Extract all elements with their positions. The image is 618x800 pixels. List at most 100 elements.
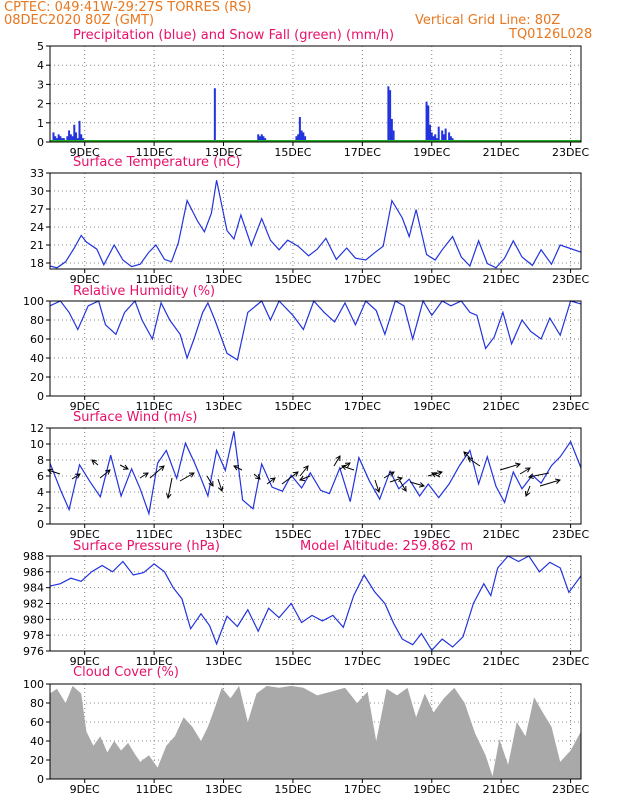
panel-6-ytick-label: 60 bbox=[30, 716, 44, 729]
panel-4-ytick-label: 8 bbox=[37, 454, 44, 467]
panel-4-xtick-label: 15DEC bbox=[274, 528, 311, 541]
wind-arrow-head bbox=[166, 493, 172, 500]
panel-5-xtick-label: 9DEC bbox=[70, 655, 100, 668]
wind-arrow-head bbox=[74, 473, 81, 479]
panel-5-xtick-label: 17DEC bbox=[344, 655, 381, 668]
panel-3-xtick-label: 9DEC bbox=[70, 400, 100, 413]
precip-bar bbox=[52, 132, 55, 142]
wind-arrow bbox=[47, 469, 61, 475]
panel-2-title: Surface Temperature (nC) bbox=[73, 155, 241, 170]
precip-bar bbox=[441, 130, 444, 142]
panel-1-xtick-label: 17DEC bbox=[344, 146, 381, 159]
precip-bar bbox=[425, 101, 428, 142]
panel-2-xtick-label: 15DEC bbox=[274, 273, 311, 286]
wind-arrow bbox=[91, 459, 99, 466]
panel-3-xtick-label: 19DEC bbox=[413, 400, 450, 413]
precip-bar bbox=[262, 136, 265, 142]
precip-bar bbox=[54, 136, 57, 142]
precip-bar bbox=[66, 136, 69, 142]
panel-6-xtick-label: 17DEC bbox=[344, 783, 381, 796]
panel-4-xtick-label: 13DEC bbox=[205, 528, 242, 541]
panel-1-xtick-label: 21DEC bbox=[483, 146, 520, 159]
wind-arrow bbox=[253, 473, 261, 480]
panel-3-xtick-label: 21DEC bbox=[483, 400, 520, 413]
panel-5-xtick-label: 13DEC bbox=[205, 655, 242, 668]
precip-bar bbox=[442, 134, 445, 142]
panel-4-series-line bbox=[49, 431, 582, 516]
panel-4-ytick-label: 10 bbox=[30, 438, 44, 451]
panel-2-xtick-label: 9DEC bbox=[70, 273, 100, 286]
precip-bar bbox=[432, 136, 435, 142]
panel-6-title: Cloud Cover (%) bbox=[73, 665, 179, 680]
wind-arrow-head bbox=[344, 462, 351, 468]
panel-5-annotation: Model Altitude: 259.862 m bbox=[300, 539, 474, 554]
precip-bar bbox=[78, 120, 81, 142]
wind-arrow-head bbox=[255, 474, 261, 480]
wind-arrow bbox=[389, 477, 403, 483]
wind-arrow bbox=[299, 475, 311, 481]
panel-5-ytick-label: 988 bbox=[23, 550, 44, 563]
wind-arrow-head bbox=[374, 487, 381, 493]
panel-4-ytick-label: 6 bbox=[37, 470, 44, 483]
precip-bar bbox=[260, 134, 263, 142]
panel-3-ytick-label: 100 bbox=[23, 295, 44, 308]
wind-arrow-head bbox=[188, 472, 195, 478]
precip-bar bbox=[69, 134, 72, 142]
panel-5-ytick-label: 976 bbox=[23, 645, 44, 658]
panel-3-ytick-label: 60 bbox=[30, 333, 44, 346]
wind-arrow bbox=[467, 457, 481, 467]
wind-arrow-head bbox=[270, 477, 276, 483]
panel-6-xtick-label: 15DEC bbox=[274, 783, 311, 796]
panel-5-xtick-label: 15DEC bbox=[274, 655, 311, 668]
precip-bar bbox=[448, 132, 451, 142]
panel-2-series-line bbox=[49, 180, 582, 269]
wind-arrow bbox=[525, 485, 531, 497]
panel-4-title: Surface Wind (m/s) bbox=[73, 410, 198, 425]
wind-arrow bbox=[519, 467, 531, 475]
header-grid-line: Vertical Grid Line: 80Z bbox=[415, 13, 561, 28]
wind-arrow-head bbox=[515, 462, 521, 468]
panel-4-ytick-label: 12 bbox=[30, 422, 44, 435]
panel-1-xtick-label: 13DEC bbox=[205, 146, 242, 159]
precip-bar bbox=[73, 124, 76, 142]
wind-arrow-head bbox=[524, 490, 531, 497]
panel-6-xtick-label: 9DEC bbox=[70, 783, 100, 796]
panel-2-ytick-label: 21 bbox=[30, 239, 44, 252]
panel-6-ytick-label: 0 bbox=[37, 773, 44, 786]
wind-arrow-head bbox=[401, 485, 407, 492]
wind-arrow-head bbox=[303, 465, 309, 471]
precip-bar bbox=[302, 132, 305, 142]
panel-4-xtick-label: 17DEC bbox=[344, 528, 381, 541]
panel-6-xtick-label: 23DEC bbox=[552, 783, 589, 796]
precip-bar bbox=[444, 128, 447, 142]
panel-3-frame bbox=[49, 300, 582, 397]
panel-1-ytick-label: 1 bbox=[37, 117, 44, 130]
panel-2-ytick-label: 18 bbox=[30, 257, 44, 270]
precip-bar bbox=[390, 118, 393, 142]
wind-arrow-head bbox=[335, 455, 341, 462]
precip-bar bbox=[57, 134, 60, 142]
panel-3-ytick-label: 40 bbox=[30, 352, 44, 365]
header-station: CPTEC: 049:41W-29:27S TORRES (RS) bbox=[4, 0, 252, 15]
panel-1-xtick-label: 11DEC bbox=[136, 146, 173, 159]
panel-6-frame bbox=[49, 683, 582, 780]
wind-arrow-head bbox=[105, 469, 111, 475]
panel-4-xtick-label: 23DEC bbox=[552, 528, 589, 541]
panel-3-ytick-label: 0 bbox=[37, 390, 44, 403]
precip-bar bbox=[449, 136, 452, 142]
wind-arrow bbox=[139, 472, 149, 479]
panel-1-xtick-label: 23DEC bbox=[552, 146, 589, 159]
wind-arrow bbox=[119, 464, 129, 470]
panel-2-ytick-label: 24 bbox=[30, 221, 44, 234]
panel-2-frame bbox=[49, 172, 582, 270]
panel-6-ytick-label: 20 bbox=[30, 754, 44, 767]
panel-5-xtick-label: 21DEC bbox=[483, 655, 520, 668]
panel-6-xtick-label: 19DEC bbox=[413, 783, 450, 796]
precip-bar bbox=[257, 134, 260, 142]
precip-bar bbox=[258, 136, 261, 142]
panel-5-ytick-label: 984 bbox=[23, 582, 44, 595]
panel-3-xtick-label: 23DEC bbox=[552, 400, 589, 413]
wind-arrow bbox=[341, 465, 355, 471]
panel-5-xtick-label: 11DEC bbox=[136, 655, 173, 668]
panel-1-xtick-label: 19DEC bbox=[413, 146, 450, 159]
